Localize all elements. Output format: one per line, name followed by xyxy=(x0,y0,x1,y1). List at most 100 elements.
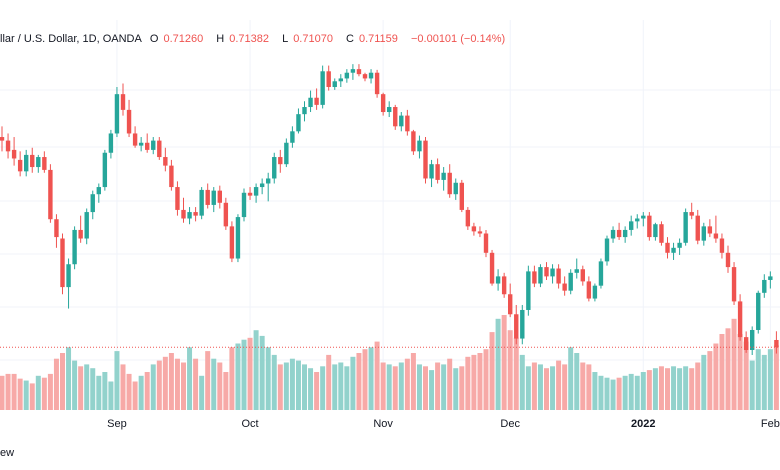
ohlc-change: −0.00101 (−0.14%) xyxy=(410,33,506,45)
candle-body xyxy=(181,209,186,219)
candle-body xyxy=(84,212,89,239)
candle-body xyxy=(163,157,168,166)
volume-bar xyxy=(465,356,471,410)
candle-body xyxy=(284,142,289,165)
volume-bar xyxy=(241,339,247,410)
volume-bar xyxy=(628,373,634,410)
candle-body xyxy=(526,271,531,310)
volume-bar xyxy=(380,362,386,410)
volume-bar xyxy=(84,364,90,410)
volume-bar xyxy=(755,349,761,410)
candle-body xyxy=(622,229,628,238)
volume-bar xyxy=(731,318,737,410)
volume-bar xyxy=(604,377,610,410)
volume-bar xyxy=(265,347,271,410)
candle-body xyxy=(78,229,83,239)
volume-bar xyxy=(459,366,465,410)
candle-body xyxy=(429,164,434,179)
volume-bar xyxy=(283,362,289,410)
candle-body xyxy=(532,271,537,284)
candle-body xyxy=(320,71,325,105)
volume-bar xyxy=(574,353,580,410)
candle-body xyxy=(72,229,77,265)
volume-bar xyxy=(640,372,646,410)
candle-body xyxy=(241,192,247,218)
volume-bar xyxy=(235,343,241,410)
volume-bar xyxy=(90,368,96,410)
volume-bar xyxy=(174,358,180,410)
volume-bar xyxy=(550,366,556,410)
volume-bar xyxy=(72,360,78,410)
volume-bar xyxy=(525,366,531,410)
volume-bar xyxy=(253,330,259,410)
volume-bar xyxy=(193,358,199,410)
candle-body xyxy=(471,226,477,232)
volume-bar xyxy=(423,366,428,410)
candle-body xyxy=(459,182,464,210)
candle-body xyxy=(647,215,652,238)
candle-body xyxy=(132,133,138,146)
x-tick-label: Dec xyxy=(500,418,520,430)
volume-bar xyxy=(671,366,677,410)
candle-body xyxy=(374,72,380,95)
volume-bar xyxy=(168,353,174,410)
candle-body xyxy=(338,78,343,82)
volume-bar xyxy=(156,360,162,410)
volume-bar xyxy=(302,364,307,410)
ohlc-high: H 0.71382 xyxy=(216,33,269,45)
candle-body xyxy=(102,152,108,188)
volume-bar xyxy=(144,372,150,410)
candle-body xyxy=(707,226,713,234)
candle-body xyxy=(750,329,755,350)
candle-body xyxy=(477,231,483,234)
volume-bar xyxy=(23,380,29,410)
volume-bar xyxy=(634,375,640,410)
candle-body xyxy=(423,140,428,179)
candle-body xyxy=(447,172,452,195)
candle-body xyxy=(713,233,719,239)
candle-body xyxy=(453,182,458,195)
candle-body xyxy=(489,252,495,284)
x-tick-label: Sep xyxy=(107,418,127,430)
volume-bar xyxy=(326,354,332,410)
x-tick-label: Nov xyxy=(373,418,393,430)
volume-bar xyxy=(531,362,537,410)
x-tick-label: Oct xyxy=(241,418,258,430)
volume-bar xyxy=(707,351,713,410)
candle-body xyxy=(556,268,561,284)
volume-bar xyxy=(374,341,380,410)
candle-body xyxy=(586,281,592,299)
candle-body xyxy=(308,97,313,108)
candle-body xyxy=(108,133,114,153)
candle-body xyxy=(737,301,743,338)
candle-body xyxy=(11,149,17,159)
candle-body xyxy=(598,261,604,286)
volume-bar xyxy=(622,375,628,410)
candle-body xyxy=(356,69,362,75)
candle-body xyxy=(616,229,622,238)
candle-body xyxy=(725,252,731,268)
grid-lines xyxy=(0,20,780,410)
volume-bar xyxy=(344,366,350,410)
volume-bar xyxy=(737,334,743,410)
candle-body xyxy=(641,215,646,219)
candle-body xyxy=(562,283,567,291)
volume-bar xyxy=(338,362,344,410)
x-tick-label: 2022 xyxy=(631,418,655,430)
volume-bar xyxy=(320,366,326,410)
candle-body xyxy=(332,81,337,88)
candle-body xyxy=(90,194,95,213)
symbol-title: llar / U.S. Dollar, 1D, OANDA xyxy=(0,33,142,45)
volume-bar xyxy=(429,370,435,410)
candle-body xyxy=(223,202,229,227)
candle-body xyxy=(211,190,216,205)
candle-body xyxy=(278,157,283,165)
volume-bar xyxy=(229,347,235,410)
candle-body xyxy=(266,178,271,184)
candle-body xyxy=(296,114,301,132)
volume-bar xyxy=(495,318,501,410)
volume-bar xyxy=(513,337,519,410)
volume-bar xyxy=(217,362,223,410)
candle-body xyxy=(495,276,501,284)
candle-body xyxy=(17,159,23,172)
